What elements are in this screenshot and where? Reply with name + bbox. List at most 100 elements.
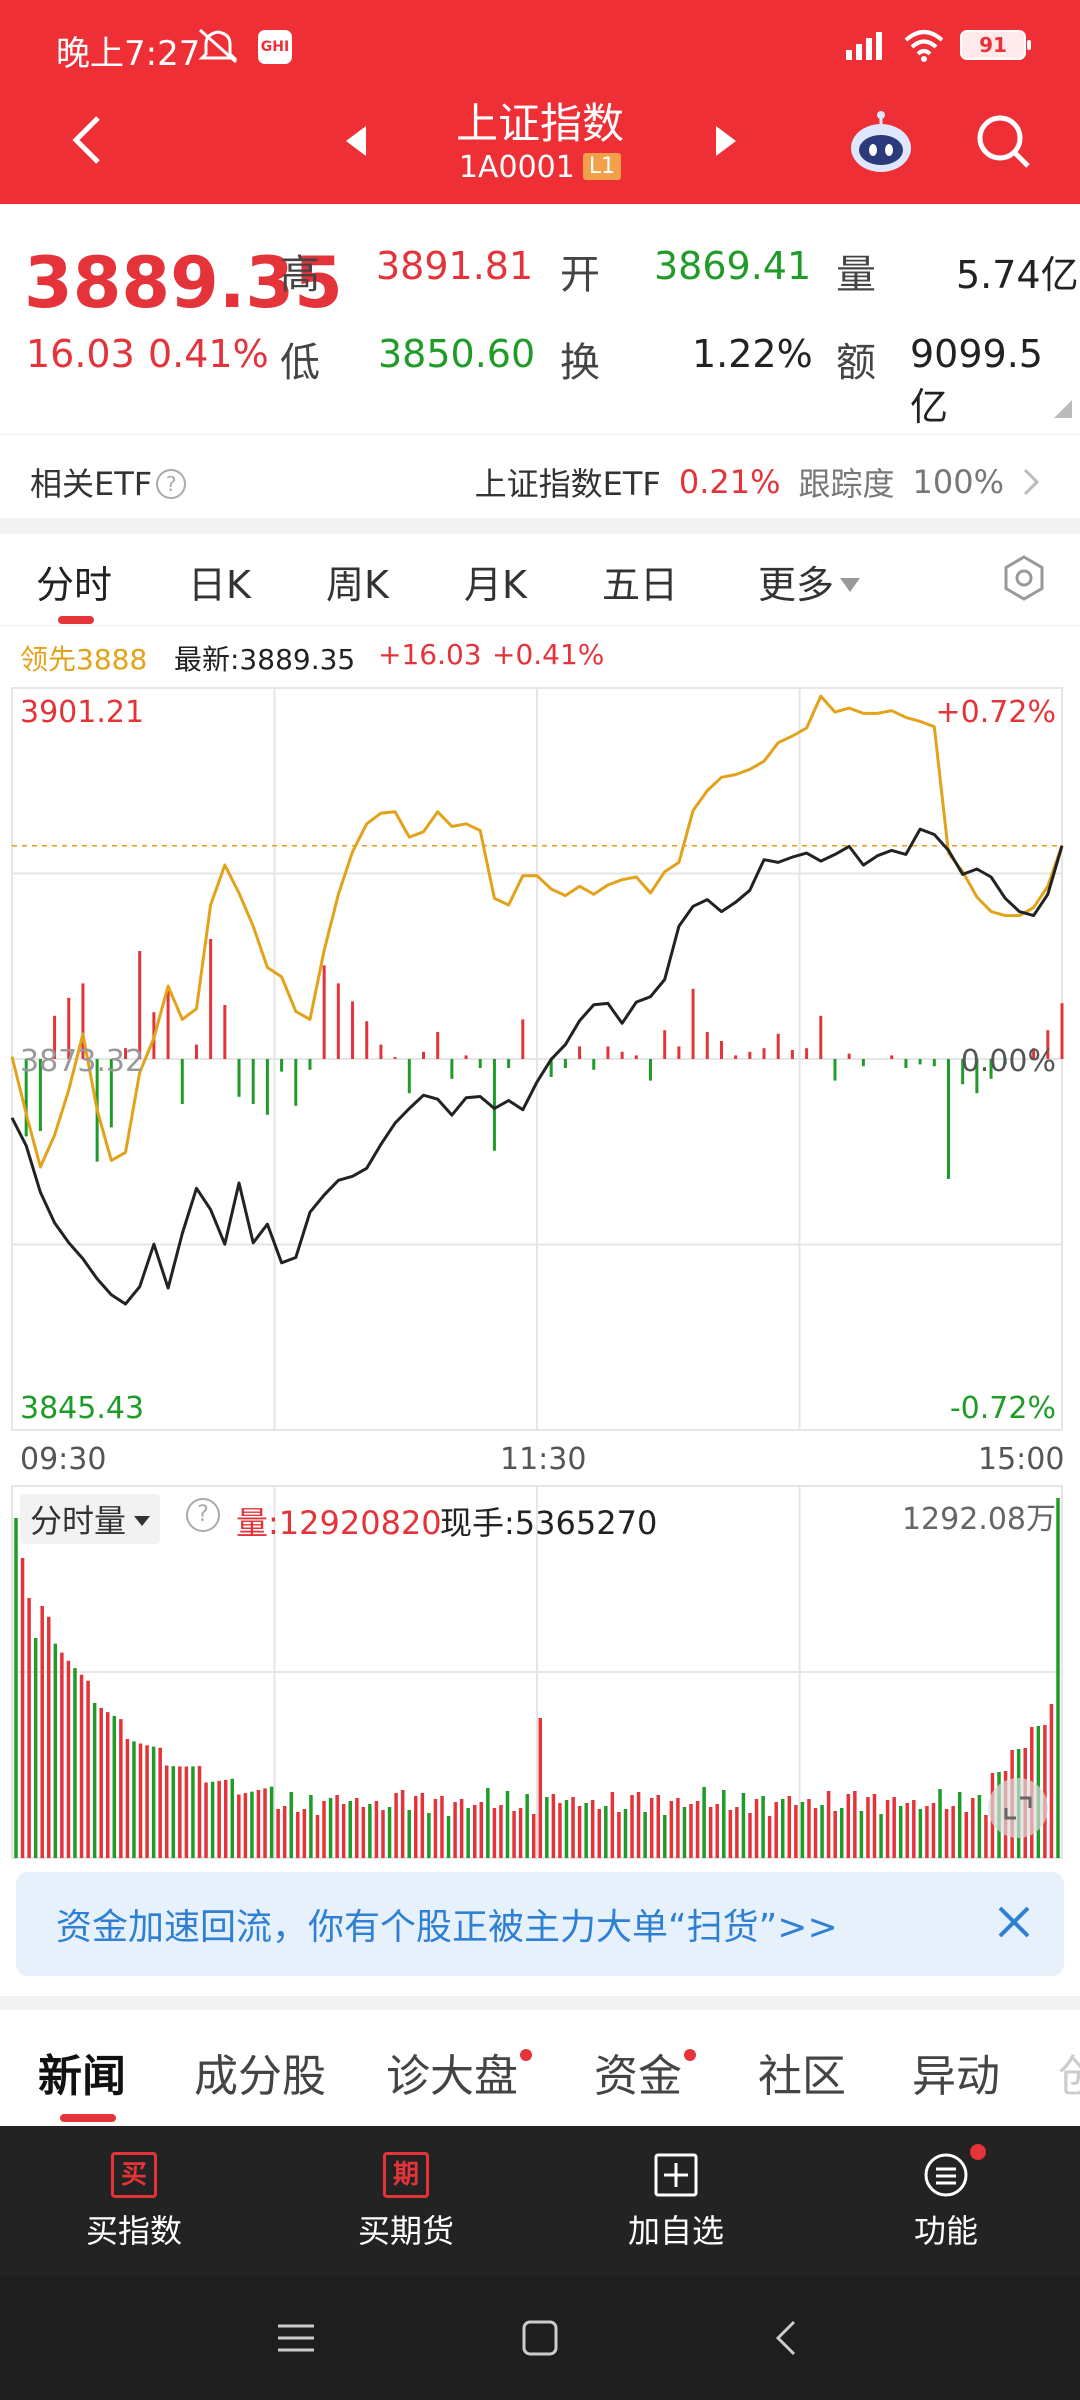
tab-funds[interactable]: 资金	[594, 2040, 696, 2104]
tab-more[interactable]: 更多	[758, 554, 861, 609]
volume-label: 量	[836, 252, 876, 298]
buy-index-button[interactable]: 买 买指数	[34, 2152, 234, 2252]
add-square-icon	[654, 2153, 698, 2197]
robot-assistant-icon[interactable]	[848, 110, 914, 176]
dropdown-icon	[840, 578, 861, 592]
chart-legend: 领先3888 最新:3889.35 +16.03 +0.41%	[0, 628, 1080, 678]
tracking-label: 跟踪度	[798, 465, 895, 503]
open-value: 3869.41	[654, 244, 812, 288]
y-min-label: 3845.43	[20, 1391, 144, 1426]
news-tabs: 新闻 成分股 诊大盘 资金 社区 异动 创	[0, 2010, 1080, 2126]
quote-panel: 3889.35 16.03 0.41% 高 3891.81 低 3850.60 …	[0, 204, 1080, 434]
legend-change: +16.03	[378, 638, 482, 671]
related-etf-row[interactable]: 相关ETF? 上证指数ETF 0.21% 跟踪度 100%	[0, 434, 1080, 534]
volume-max-label: 1292.08万	[901, 1502, 1056, 1537]
prev-index-icon[interactable]	[342, 124, 370, 158]
tab-more-label: 更多	[758, 563, 835, 607]
price-change-pct: 0.41%	[148, 332, 269, 376]
dropdown-icon	[134, 1516, 151, 1526]
functions-label: 功能	[913, 2212, 978, 2250]
tab-intraday[interactable]: 分时	[36, 563, 113, 607]
notification-dot	[520, 2049, 532, 2061]
tab-diagnose[interactable]: 诊大盘	[386, 2040, 532, 2104]
back-nav-icon[interactable]	[766, 2318, 806, 2358]
high-value: 3891.81	[376, 244, 534, 288]
pct-mid-label: 0.00%	[961, 1044, 1056, 1079]
expand-corner-icon[interactable]	[1054, 400, 1072, 418]
functions-button[interactable]: 功能	[846, 2144, 1046, 2252]
battery-icon: 91	[960, 30, 1031, 60]
legend-leader: 领先3888	[20, 643, 148, 676]
volume-indicator-label: 分时量	[30, 1502, 127, 1540]
search-icon[interactable]	[974, 112, 1034, 172]
tab-active-indicator	[58, 616, 94, 624]
add-watchlist-label: 加自选	[627, 2212, 724, 2250]
etf-pct: 0.21%	[678, 463, 781, 501]
legend-pct: +0.41%	[492, 638, 605, 671]
chart-tabs: 分时 日K 周K 月K 五日 更多	[0, 534, 1080, 626]
index-title: 上证指数	[455, 99, 624, 148]
nav-bar: 上证指数 1A0001 L1	[0, 90, 1080, 204]
chevron-right-icon	[1023, 468, 1040, 496]
notification-dot	[970, 2144, 986, 2160]
y-max-label: 3901.21	[20, 695, 144, 730]
price-change: 16.03	[26, 332, 135, 376]
add-watchlist-button[interactable]: 加自选	[576, 2152, 776, 2252]
tab-monthly-k[interactable]: 月K	[464, 563, 527, 607]
etf-name: 上证指数ETF	[474, 465, 661, 503]
tab-diagnose-label: 诊大盘	[386, 2051, 518, 2102]
next-index-icon[interactable]	[712, 124, 740, 158]
level-badge: L1	[582, 153, 622, 180]
fullscreen-icon	[1004, 1796, 1032, 1820]
time-tick-mid: 11:30	[500, 1442, 587, 1477]
y-mid-label: 3873.32	[20, 1044, 144, 1079]
current-hand: 现手:5365270	[440, 1504, 658, 1542]
tab-constituents[interactable]: 成分股	[194, 2051, 326, 2102]
mute-icon	[196, 26, 240, 70]
turnover-label: 换	[560, 340, 600, 386]
menu-circle-icon	[924, 2153, 968, 2197]
time-tick-end: 15:00	[978, 1442, 1065, 1477]
volume-indicator-select[interactable]: 分时量	[20, 1494, 161, 1544]
menu-icon[interactable]	[276, 2318, 316, 2358]
futures-icon: 期	[383, 2152, 429, 2198]
related-etf-label: 相关ETF	[30, 465, 153, 503]
volume-total: 量:12920820	[236, 1504, 442, 1542]
back-icon[interactable]	[60, 110, 120, 170]
low-label: 低	[280, 340, 320, 386]
buy-futures-label: 买期货	[357, 2212, 454, 2250]
help-icon[interactable]: ?	[186, 1498, 220, 1532]
amount-value: 9099.5亿	[910, 332, 1043, 429]
buy-index-label: 买指数	[85, 2212, 182, 2250]
tab-community[interactable]: 社区	[758, 2051, 846, 2102]
system-nav-bar	[0, 2276, 1080, 2400]
close-icon[interactable]	[994, 1902, 1034, 1942]
tab-five-day[interactable]: 五日	[602, 563, 679, 607]
wifi-icon	[904, 30, 944, 62]
turnover-value: 1.22%	[692, 332, 813, 376]
buy-futures-button[interactable]: 期 买期货	[306, 2152, 506, 2252]
intraday-chart[interactable]: 3901.21 3845.43 3873.32 +0.72% 0.00% -0.72%	[0, 678, 1080, 1438]
tab-movement[interactable]: 异动	[912, 2051, 1000, 2102]
amount-label: 额	[836, 340, 876, 386]
home-icon[interactable]	[520, 2318, 560, 2358]
tab-daily-k[interactable]: 日K	[188, 563, 251, 607]
status-bar: 晚上7:27 GHI 91	[0, 0, 1080, 100]
tracking-value: 100%	[912, 463, 1004, 501]
tab-more-cut[interactable]: 创	[1058, 2040, 1080, 2104]
notification-app-icon: GHI	[258, 30, 292, 64]
help-icon[interactable]: ?	[156, 469, 187, 499]
legend-latest: 最新:3889.35	[174, 643, 356, 676]
promo-banner[interactable]: 资金加速回流，你有个股正被主力大单“扫货”>>	[16, 1872, 1064, 1976]
pct-top-label: +0.72%	[936, 695, 1056, 730]
banner-text: 资金加速回流，你有个股正被主力大单“扫货”>>	[56, 1907, 838, 1948]
status-time: 晚上7:27	[56, 34, 201, 74]
tab-news[interactable]: 新闻	[38, 2051, 126, 2102]
bottom-toolbar: 买 买指数 期 买期货 加自选 功能	[0, 2126, 1080, 2276]
time-axis: 09:30 11:30 15:00	[0, 1438, 1080, 1482]
settings-icon[interactable]	[1000, 554, 1048, 602]
fullscreen-button[interactable]	[988, 1778, 1048, 1838]
pct-bottom-label: -0.72%	[950, 1391, 1056, 1426]
tab-weekly-k[interactable]: 周K	[326, 563, 389, 607]
current-price: 3889.35	[24, 242, 343, 324]
